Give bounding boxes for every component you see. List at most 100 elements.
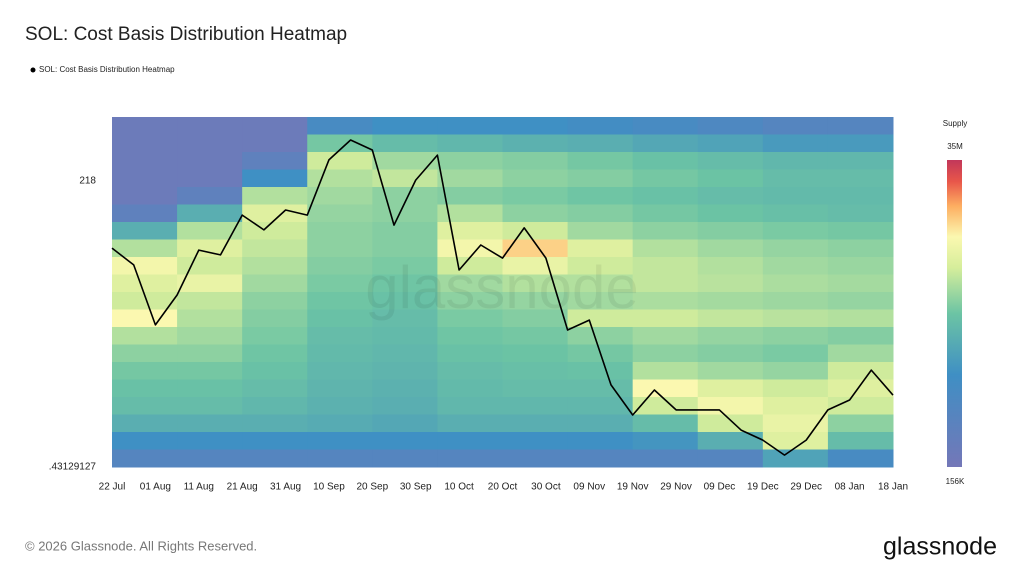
heat-cell (827, 292, 894, 310)
heat-cell (242, 257, 308, 275)
x-tick-label: 18 Jan (878, 482, 908, 493)
heat-cell (762, 152, 829, 170)
heat-cell (697, 187, 764, 205)
heat-cell (112, 134, 178, 153)
legend-marker (30, 67, 36, 73)
heat-cell (307, 257, 373, 275)
x-tick-label: 19 Dec (747, 482, 779, 493)
colorbar-tick-label: 35M (947, 142, 963, 151)
heat-cell (242, 327, 308, 345)
heat-cell (112, 309, 178, 328)
heat-cell (372, 379, 438, 398)
heat-cell (437, 169, 503, 188)
heat-cell (502, 344, 569, 363)
heat-cell (177, 292, 243, 310)
heat-cell (827, 344, 894, 363)
heat-cell (567, 239, 634, 258)
heat-cell (307, 222, 373, 240)
heat-cell (697, 414, 764, 433)
heat-cell (177, 152, 243, 170)
heat-cell (502, 257, 569, 275)
heat-cell (437, 117, 503, 135)
heat-cell (372, 397, 438, 415)
heat-cell (112, 397, 178, 415)
heat-cell (567, 414, 634, 433)
heat-cell (762, 344, 829, 363)
brand-logo: glassnode (883, 533, 997, 561)
heat-cell (372, 414, 438, 433)
heat-cell (177, 257, 243, 275)
heat-cell (697, 292, 764, 310)
heat-cell (762, 327, 829, 345)
heat-cell (567, 327, 634, 345)
heat-cell (177, 222, 243, 240)
x-tick-label: 08 Jan (835, 482, 865, 493)
heat-cell (502, 204, 569, 223)
heat-cell (632, 292, 699, 310)
heat-cell (827, 432, 894, 450)
heat-cell (112, 414, 178, 433)
heat-cell (177, 204, 243, 223)
x-tick-label: 29 Nov (660, 482, 692, 493)
x-tick-label: 01 Aug (140, 482, 171, 493)
heat-cell (827, 449, 894, 468)
heat-cell (697, 362, 764, 380)
heat-cell (242, 187, 308, 205)
heat-cell (827, 222, 894, 240)
heat-cell (827, 274, 894, 293)
heat-cell (762, 117, 829, 135)
heat-cell (697, 134, 764, 153)
heat-cell (697, 222, 764, 240)
heat-cell (762, 134, 829, 153)
heat-cell (437, 187, 503, 205)
heat-cell (437, 309, 503, 328)
heat-cell (307, 204, 373, 223)
heat-cell (242, 292, 308, 310)
heat-cell (307, 362, 373, 380)
heat-cell (502, 432, 569, 450)
heat-cell (827, 362, 894, 380)
heat-cell (762, 169, 829, 188)
heat-cell (242, 222, 308, 240)
heat-cell (632, 309, 699, 328)
heat-cell (242, 152, 308, 170)
heat-cell (437, 292, 503, 310)
heat-cell (827, 414, 894, 433)
heat-cell (242, 274, 308, 293)
heat-cell (372, 432, 438, 450)
heat-cell (372, 309, 438, 328)
heat-cell (307, 187, 373, 205)
heat-cell (177, 309, 243, 328)
x-tick-label: 29 Dec (790, 482, 822, 493)
heat-cell (372, 449, 438, 468)
price-line (111, 139, 894, 456)
heat-cell (697, 344, 764, 363)
heat-cell (502, 379, 569, 398)
heat-cell (632, 327, 699, 345)
heat-cell (242, 134, 308, 153)
heat-cell (242, 204, 308, 223)
heat-cell (632, 134, 699, 153)
x-tick-label: 10 Sep (313, 482, 345, 493)
heat-cell (177, 117, 243, 135)
heat-cell (502, 187, 569, 205)
colorbar (947, 160, 962, 467)
heat-cell (502, 152, 569, 170)
x-tick-label: 30 Sep (400, 482, 432, 493)
x-tick-label: 11 Aug (184, 482, 214, 493)
heat-cell (632, 169, 699, 188)
heat-cell (567, 169, 634, 188)
heat-cell (112, 292, 178, 310)
heat-cell (177, 274, 243, 293)
heat-cell (307, 327, 373, 345)
heat-cell (697, 204, 764, 223)
heat-cell (177, 432, 243, 450)
heat-cell (827, 187, 894, 205)
heat-cell (307, 274, 373, 293)
heat-cell (242, 309, 308, 328)
heat-cell (762, 222, 829, 240)
heat-cell (762, 414, 829, 433)
y-tick-label: .43129127 (49, 462, 97, 473)
heat-cell (307, 397, 373, 415)
heat-cell (697, 152, 764, 170)
